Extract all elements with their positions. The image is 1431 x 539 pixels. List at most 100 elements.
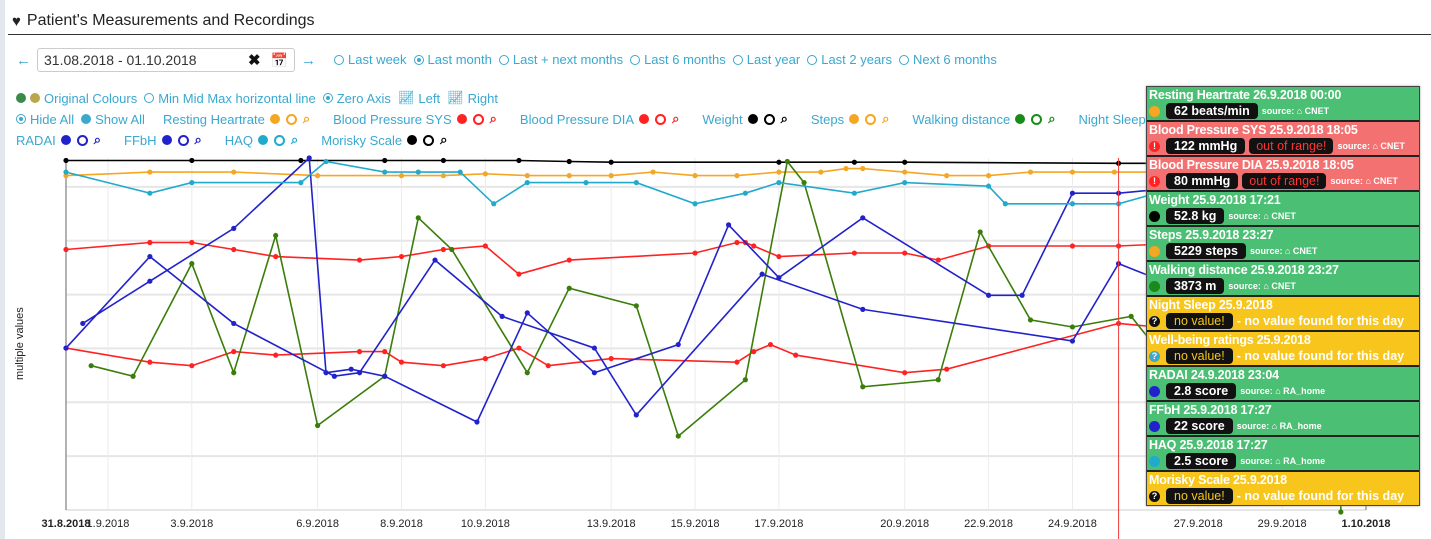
data-point[interactable] — [633, 412, 639, 418]
data-point[interactable] — [1338, 509, 1344, 515]
hide-series-ring-icon[interactable] — [423, 134, 435, 146]
clear-icon[interactable]: ✖ — [247, 52, 261, 69]
data-point[interactable] — [767, 341, 774, 348]
show-series-dot-icon[interactable] — [161, 135, 172, 145]
legend-label[interactable]: RADAI — [16, 132, 56, 148]
data-point[interactable] — [516, 345, 522, 351]
hide-series-ring-icon[interactable] — [763, 113, 775, 125]
data-point[interactable] — [323, 158, 329, 165]
zoom-series-search-icon[interactable]: ⌕ — [93, 132, 102, 147]
zoom-series-search-icon[interactable]: ⌕ — [440, 132, 448, 147]
data-point[interactable] — [63, 169, 69, 175]
data-point[interactable] — [944, 366, 950, 372]
data-point[interactable] — [231, 169, 237, 175]
data-point[interactable] — [985, 183, 992, 189]
data-point[interactable] — [1111, 169, 1117, 175]
data-point[interactable] — [776, 275, 782, 281]
calendar-icon[interactable]: 📅 — [270, 51, 288, 68]
legend-label[interactable]: Blood Pressure SYS — [333, 111, 452, 127]
data-point[interactable] — [650, 169, 656, 175]
left-axis-toggle[interactable]: 📈︎ Left — [398, 90, 440, 106]
data-point[interactable] — [80, 320, 86, 327]
data-point[interactable] — [566, 285, 572, 291]
range-option[interactable]: Last 2 years — [807, 52, 892, 67]
data-point[interactable] — [1027, 169, 1034, 175]
data-point[interactable] — [545, 363, 551, 369]
data-point[interactable] — [1128, 313, 1134, 319]
show-series-dot-icon[interactable] — [269, 114, 280, 124]
data-point[interactable] — [382, 169, 388, 175]
data-point[interactable] — [902, 169, 908, 175]
range-option[interactable]: Last month — [413, 52, 492, 67]
zoom-series-search-icon[interactable]: ⌕ — [302, 111, 311, 126]
data-point[interactable] — [440, 363, 447, 369]
data-point[interactable] — [356, 349, 363, 355]
data-point[interactable] — [315, 173, 321, 179]
data-point[interactable] — [482, 243, 488, 249]
data-point[interactable] — [524, 310, 530, 316]
data-point[interactable] — [985, 173, 992, 179]
data-point[interactable] — [801, 180, 807, 186]
data-point[interactable] — [944, 173, 950, 179]
data-point[interactable] — [516, 271, 522, 277]
data-point[interactable] — [231, 246, 237, 253]
data-point[interactable] — [985, 292, 992, 298]
legend-label[interactable]: Weight — [702, 111, 743, 127]
data-point[interactable] — [1019, 292, 1025, 298]
data-point[interactable] — [457, 169, 463, 175]
data-point[interactable] — [231, 225, 237, 231]
range-option[interactable]: Last year — [732, 52, 800, 67]
hide-series-ring-icon[interactable] — [273, 134, 285, 146]
data-point[interactable] — [860, 306, 866, 312]
data-point[interactable] — [189, 157, 195, 164]
data-point[interactable] — [88, 363, 94, 369]
zoom-series-search-icon[interactable]: ⌕ — [489, 111, 497, 126]
data-point[interactable] — [851, 250, 857, 256]
data-point[interactable] — [591, 370, 597, 376]
data-point[interactable] — [231, 349, 237, 355]
data-point[interactable] — [491, 201, 497, 207]
zoom-series-search-icon[interactable]: ⌕ — [1048, 111, 1056, 126]
hide-series-ring-icon[interactable] — [177, 134, 189, 146]
legend-label[interactable]: Resting Heartrate — [162, 111, 265, 127]
data-point[interactable] — [440, 157, 447, 164]
zoom-series-search-icon[interactable]: ⌕ — [194, 132, 202, 147]
show-series-dot-icon[interactable] — [849, 114, 860, 124]
legend-label[interactable]: HAQ — [224, 132, 253, 148]
data-point[interactable] — [474, 419, 480, 425]
data-point[interactable] — [415, 169, 421, 175]
data-point[interactable] — [189, 180, 195, 186]
data-point[interactable] — [860, 165, 866, 172]
show-series-dot-icon[interactable] — [60, 135, 71, 145]
data-point[interactable] — [1069, 338, 1076, 344]
data-point[interactable] — [298, 157, 304, 164]
data-point[interactable] — [147, 169, 153, 175]
data-point[interactable] — [1069, 190, 1076, 196]
data-point[interactable] — [860, 384, 866, 390]
legend-label[interactable]: Morisky Scale — [321, 132, 403, 148]
data-point[interactable] — [633, 303, 639, 309]
zoom-series-search-icon[interactable]: ⌕ — [290, 132, 299, 147]
show-series-dot-icon[interactable] — [747, 114, 758, 124]
data-point[interactable] — [1069, 243, 1076, 249]
data-point[interactable] — [675, 433, 681, 439]
show-series-dot-icon[interactable] — [257, 135, 268, 145]
data-point[interactable] — [273, 232, 279, 239]
data-point[interactable] — [751, 349, 757, 355]
data-point[interactable] — [323, 370, 329, 376]
data-point[interactable] — [382, 157, 388, 164]
data-point[interactable] — [189, 363, 195, 369]
hide-series-ring-icon[interactable] — [285, 113, 297, 125]
data-point[interactable] — [189, 239, 195, 246]
range-option[interactable]: Last + next months — [498, 52, 623, 67]
data-point[interactable] — [725, 222, 732, 228]
data-point[interactable] — [189, 261, 195, 267]
data-point[interactable] — [633, 180, 639, 186]
data-point[interactable] — [298, 180, 304, 186]
hide-series-ring-icon[interactable] — [76, 134, 88, 146]
legend-label[interactable]: FFbH — [124, 132, 157, 148]
data-point[interactable] — [692, 201, 698, 207]
hide-series-ring-icon[interactable] — [472, 113, 484, 125]
data-point[interactable] — [902, 159, 908, 165]
data-point[interactable] — [860, 215, 866, 221]
